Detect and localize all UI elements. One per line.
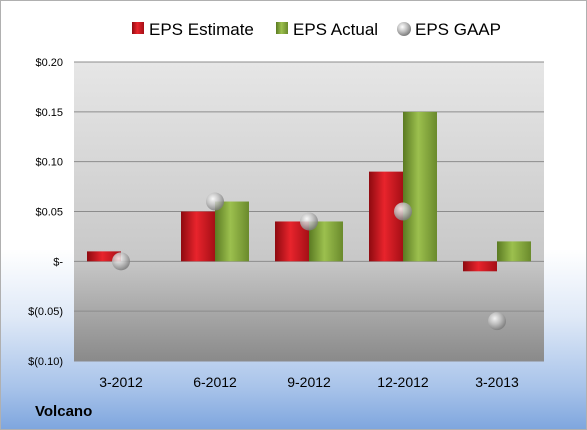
marker-eps-gaap: [394, 202, 412, 221]
legend-swatch-actual: [276, 22, 288, 34]
y-tick-label: $0.15: [35, 107, 63, 119]
y-tick-label: $(0.05): [28, 306, 63, 318]
x-category-label: 9-2012: [287, 374, 331, 390]
legend-label-actual: EPS Actual: [293, 20, 378, 39]
legend-label-estimate: EPS Estimate: [149, 20, 254, 39]
y-tick-label: $0.05: [35, 207, 63, 219]
y-tick-label: $0.10: [35, 157, 63, 169]
legend: EPS Estimate EPS Actual EPS GAAP: [132, 20, 501, 39]
y-tick-label: $0.20: [35, 57, 63, 69]
bar-eps-estimate: [181, 211, 215, 262]
bar-eps-estimate: [463, 261, 497, 272]
x-axis-categories: 3-2012 6-2012 9-2012 12-2012 3-2013: [99, 374, 519, 390]
marker-eps-gaap: [112, 252, 130, 271]
company-name: Volcano: [35, 403, 93, 420]
y-tick-label: $-: [53, 256, 63, 268]
marker-eps-gaap: [488, 312, 506, 331]
legend-marker-gaap: [397, 22, 411, 36]
bars: [87, 111, 531, 272]
bar-eps-estimate: [87, 251, 121, 262]
y-tick-label: $(0.10): [28, 356, 63, 368]
legend-label-gaap: EPS GAAP: [415, 20, 501, 39]
legend-swatch-estimate: [132, 22, 144, 34]
gaap-markers: [112, 192, 506, 331]
x-category-label: 3-2012: [99, 374, 143, 390]
bar-eps-actual: [215, 201, 249, 262]
bar-eps-actual: [403, 111, 437, 262]
gridlines: [74, 61, 544, 362]
marker-eps-gaap: [300, 212, 318, 231]
x-category-label: 3-2013: [475, 374, 519, 390]
x-category-label: 6-2012: [193, 374, 237, 390]
marker-eps-gaap: [206, 192, 224, 211]
y-axis-ticks: $0.20 $0.15 $0.10 $0.05 $- $(0.05) $(0.10): [28, 57, 63, 368]
x-category-label: 12-2012: [377, 374, 429, 390]
bar-eps-actual: [497, 241, 531, 262]
